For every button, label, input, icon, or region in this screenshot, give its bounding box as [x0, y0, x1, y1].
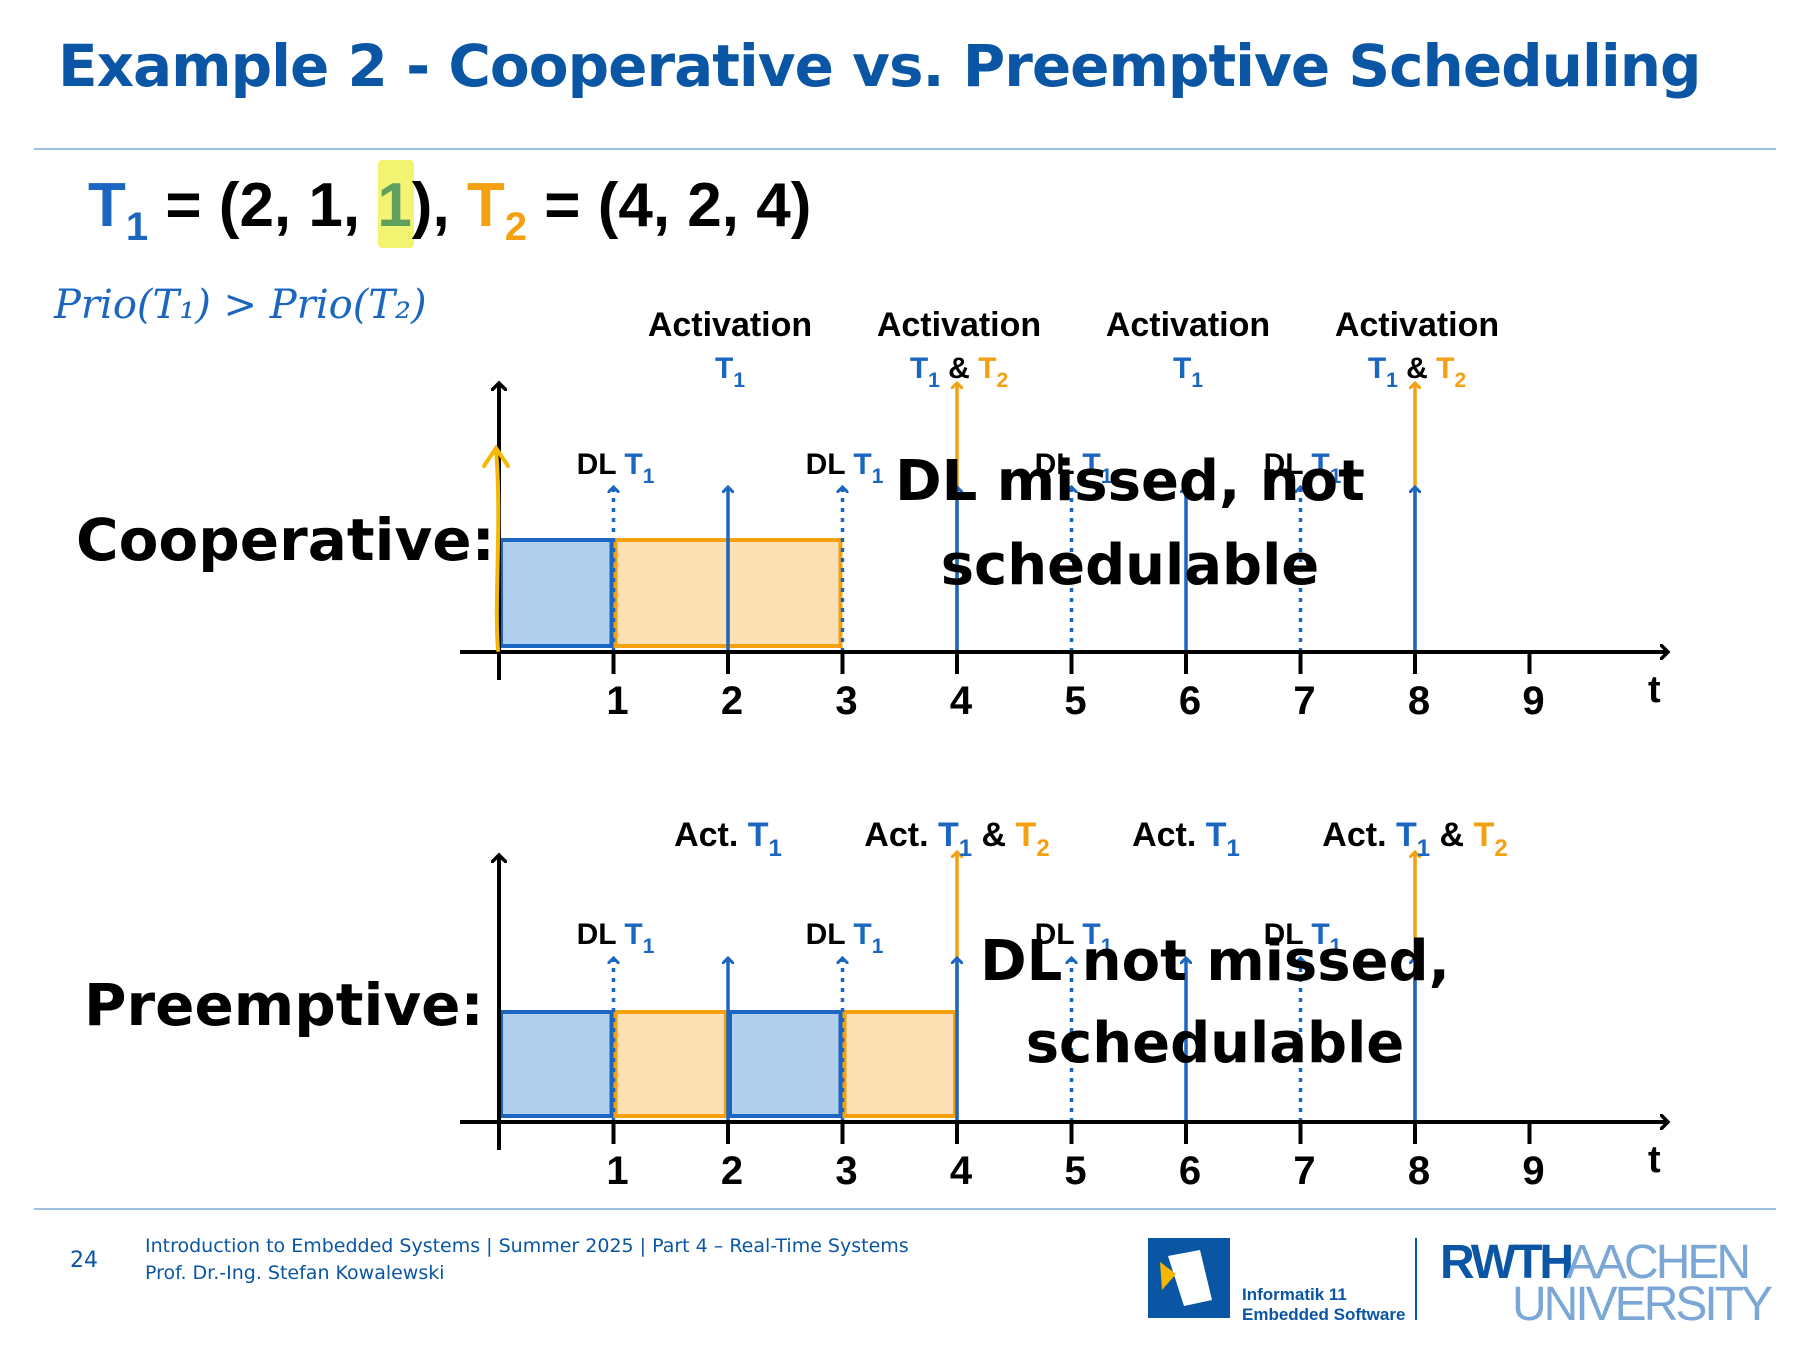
- footer-divider: [34, 1208, 1776, 1210]
- x-tick-label: 8: [1408, 679, 1430, 723]
- task-definition-text: T1 = (2, 1, 1), T2 = (4, 2, 4): [88, 171, 811, 249]
- verdict-line-1: DL missed, not: [895, 449, 1365, 514]
- aachen-wordmark: AACHEN: [1566, 1236, 1748, 1289]
- informatik-logo: Informatik 11 Embedded Software: [1148, 1238, 1405, 1324]
- x-tick-label: 6: [1179, 1149, 1201, 1193]
- priority-annotation: Prio(T₁) > Prio(T₂): [53, 282, 427, 328]
- x-axis-label: t: [1648, 1139, 1661, 1181]
- x-tick-label: 9: [1522, 1149, 1544, 1193]
- x-tick-label: 7: [1293, 1149, 1315, 1193]
- rwth-logo: RWTH AACHEN UNIVERSITY: [1440, 1236, 1775, 1331]
- footer-author: Prof. Dr.-Ing. Stefan Kowalewski: [145, 1262, 445, 1284]
- x-tick-label: 8: [1408, 1149, 1430, 1193]
- x-tick-label: 5: [1064, 1149, 1086, 1193]
- cooperative-chart: DL T1​ DL T1​ DL T1​ DL T1​ Activation T1​ Act…: [460, 306, 1668, 723]
- verdict-line-1: DL not missed,: [980, 929, 1450, 994]
- page-number: 24: [70, 1248, 98, 1273]
- x-tick-label: 4: [950, 1149, 973, 1193]
- rwth-wordmark: RWTH: [1440, 1236, 1571, 1289]
- x-tick-label: 5: [1064, 679, 1086, 723]
- x-tick-label: 7: [1293, 679, 1315, 723]
- execution-bar-t2: [613, 1010, 728, 1118]
- logo-accent: [1160, 1262, 1176, 1290]
- cooperative-verdict: DL missed, not schedulable: [895, 449, 1365, 598]
- activation-label: Act. T1​: [674, 816, 782, 862]
- x-tick-label: 4: [950, 679, 973, 723]
- activation-label: Activation: [648, 306, 812, 344]
- x-tick-label: 6: [1179, 679, 1201, 723]
- handwritten-arrow-head: [482, 444, 510, 468]
- cooperative-label: Cooperative:: [76, 506, 495, 574]
- task-definitions: T1 = (2, 1, 1), T2 = (4, 2, 4): [88, 160, 811, 249]
- execution-bar-t1: [499, 538, 614, 648]
- x-tick-label: 9: [1522, 679, 1544, 723]
- deadline-label: DL T1​: [577, 918, 655, 958]
- x-tick-label: 1: [606, 1149, 628, 1193]
- activation-label: Activation: [877, 306, 1041, 344]
- deadline-label: DL T1​: [806, 918, 884, 958]
- execution-bar-t2: [842, 1010, 957, 1118]
- activation-label: Act. T1​ & T2​: [864, 816, 1049, 862]
- deadline-label: DL T1​: [806, 448, 884, 488]
- x-axis-label: t: [1648, 669, 1661, 711]
- activation-tasks: T1​ & T2​: [1368, 352, 1466, 392]
- title-divider: [34, 148, 1776, 150]
- logo-shape: [1168, 1250, 1212, 1306]
- x-tick-label: 3: [835, 679, 857, 723]
- activation-label: Act. T1​: [1132, 816, 1240, 862]
- deadline-label: DL T1​: [1035, 918, 1113, 958]
- handwritten-arrow: [494, 448, 501, 652]
- execution-bar-t1: [499, 1010, 614, 1118]
- verdict-line-2: schedulable: [1026, 1011, 1405, 1076]
- activation-tasks: T1​: [1173, 352, 1203, 392]
- activation-label: Act. T1​ & T2​: [1322, 816, 1507, 862]
- x-tick-label: 2: [721, 679, 743, 723]
- activation-tasks: T1​: [715, 352, 745, 392]
- slide-title: Example 2 - Cooperative vs. Preemptive S…: [58, 32, 1702, 100]
- deadline-label: DL T1​: [1264, 918, 1342, 958]
- footer-course: Introduction to Embedded Systems | Summe…: [145, 1235, 909, 1257]
- preemptive-chart: DL T1​ DL T1​ DL T1​ DL T1​ Act. T1​ Act. T1​…: [460, 816, 1668, 1193]
- x-tick-label: 3: [835, 1149, 857, 1193]
- highlight-marker: [378, 160, 414, 248]
- preemptive-verdict: DL not missed, schedulable: [980, 929, 1450, 1076]
- university-wordmark: UNIVERSITY: [1512, 1278, 1772, 1331]
- activation-label: Activation: [1335, 306, 1499, 344]
- execution-bar-t1: [728, 1010, 843, 1118]
- deadline-label: DL T1​: [1035, 448, 1113, 488]
- activation-label: Activation: [1106, 306, 1270, 344]
- chair-subtitle: Embedded Software: [1242, 1305, 1405, 1324]
- deadline-label: DL T1​: [577, 448, 655, 488]
- verdict-line-2: schedulable: [941, 533, 1320, 598]
- activation-tasks: T1​ & T2​: [910, 352, 1008, 392]
- chair-name: Informatik 11: [1242, 1285, 1347, 1304]
- x-tick-label: 1: [606, 679, 628, 723]
- deadline-label: DL T1​: [1264, 448, 1342, 488]
- x-tick-label: 2: [721, 1149, 743, 1193]
- preemptive-label: Preemptive:: [84, 971, 484, 1039]
